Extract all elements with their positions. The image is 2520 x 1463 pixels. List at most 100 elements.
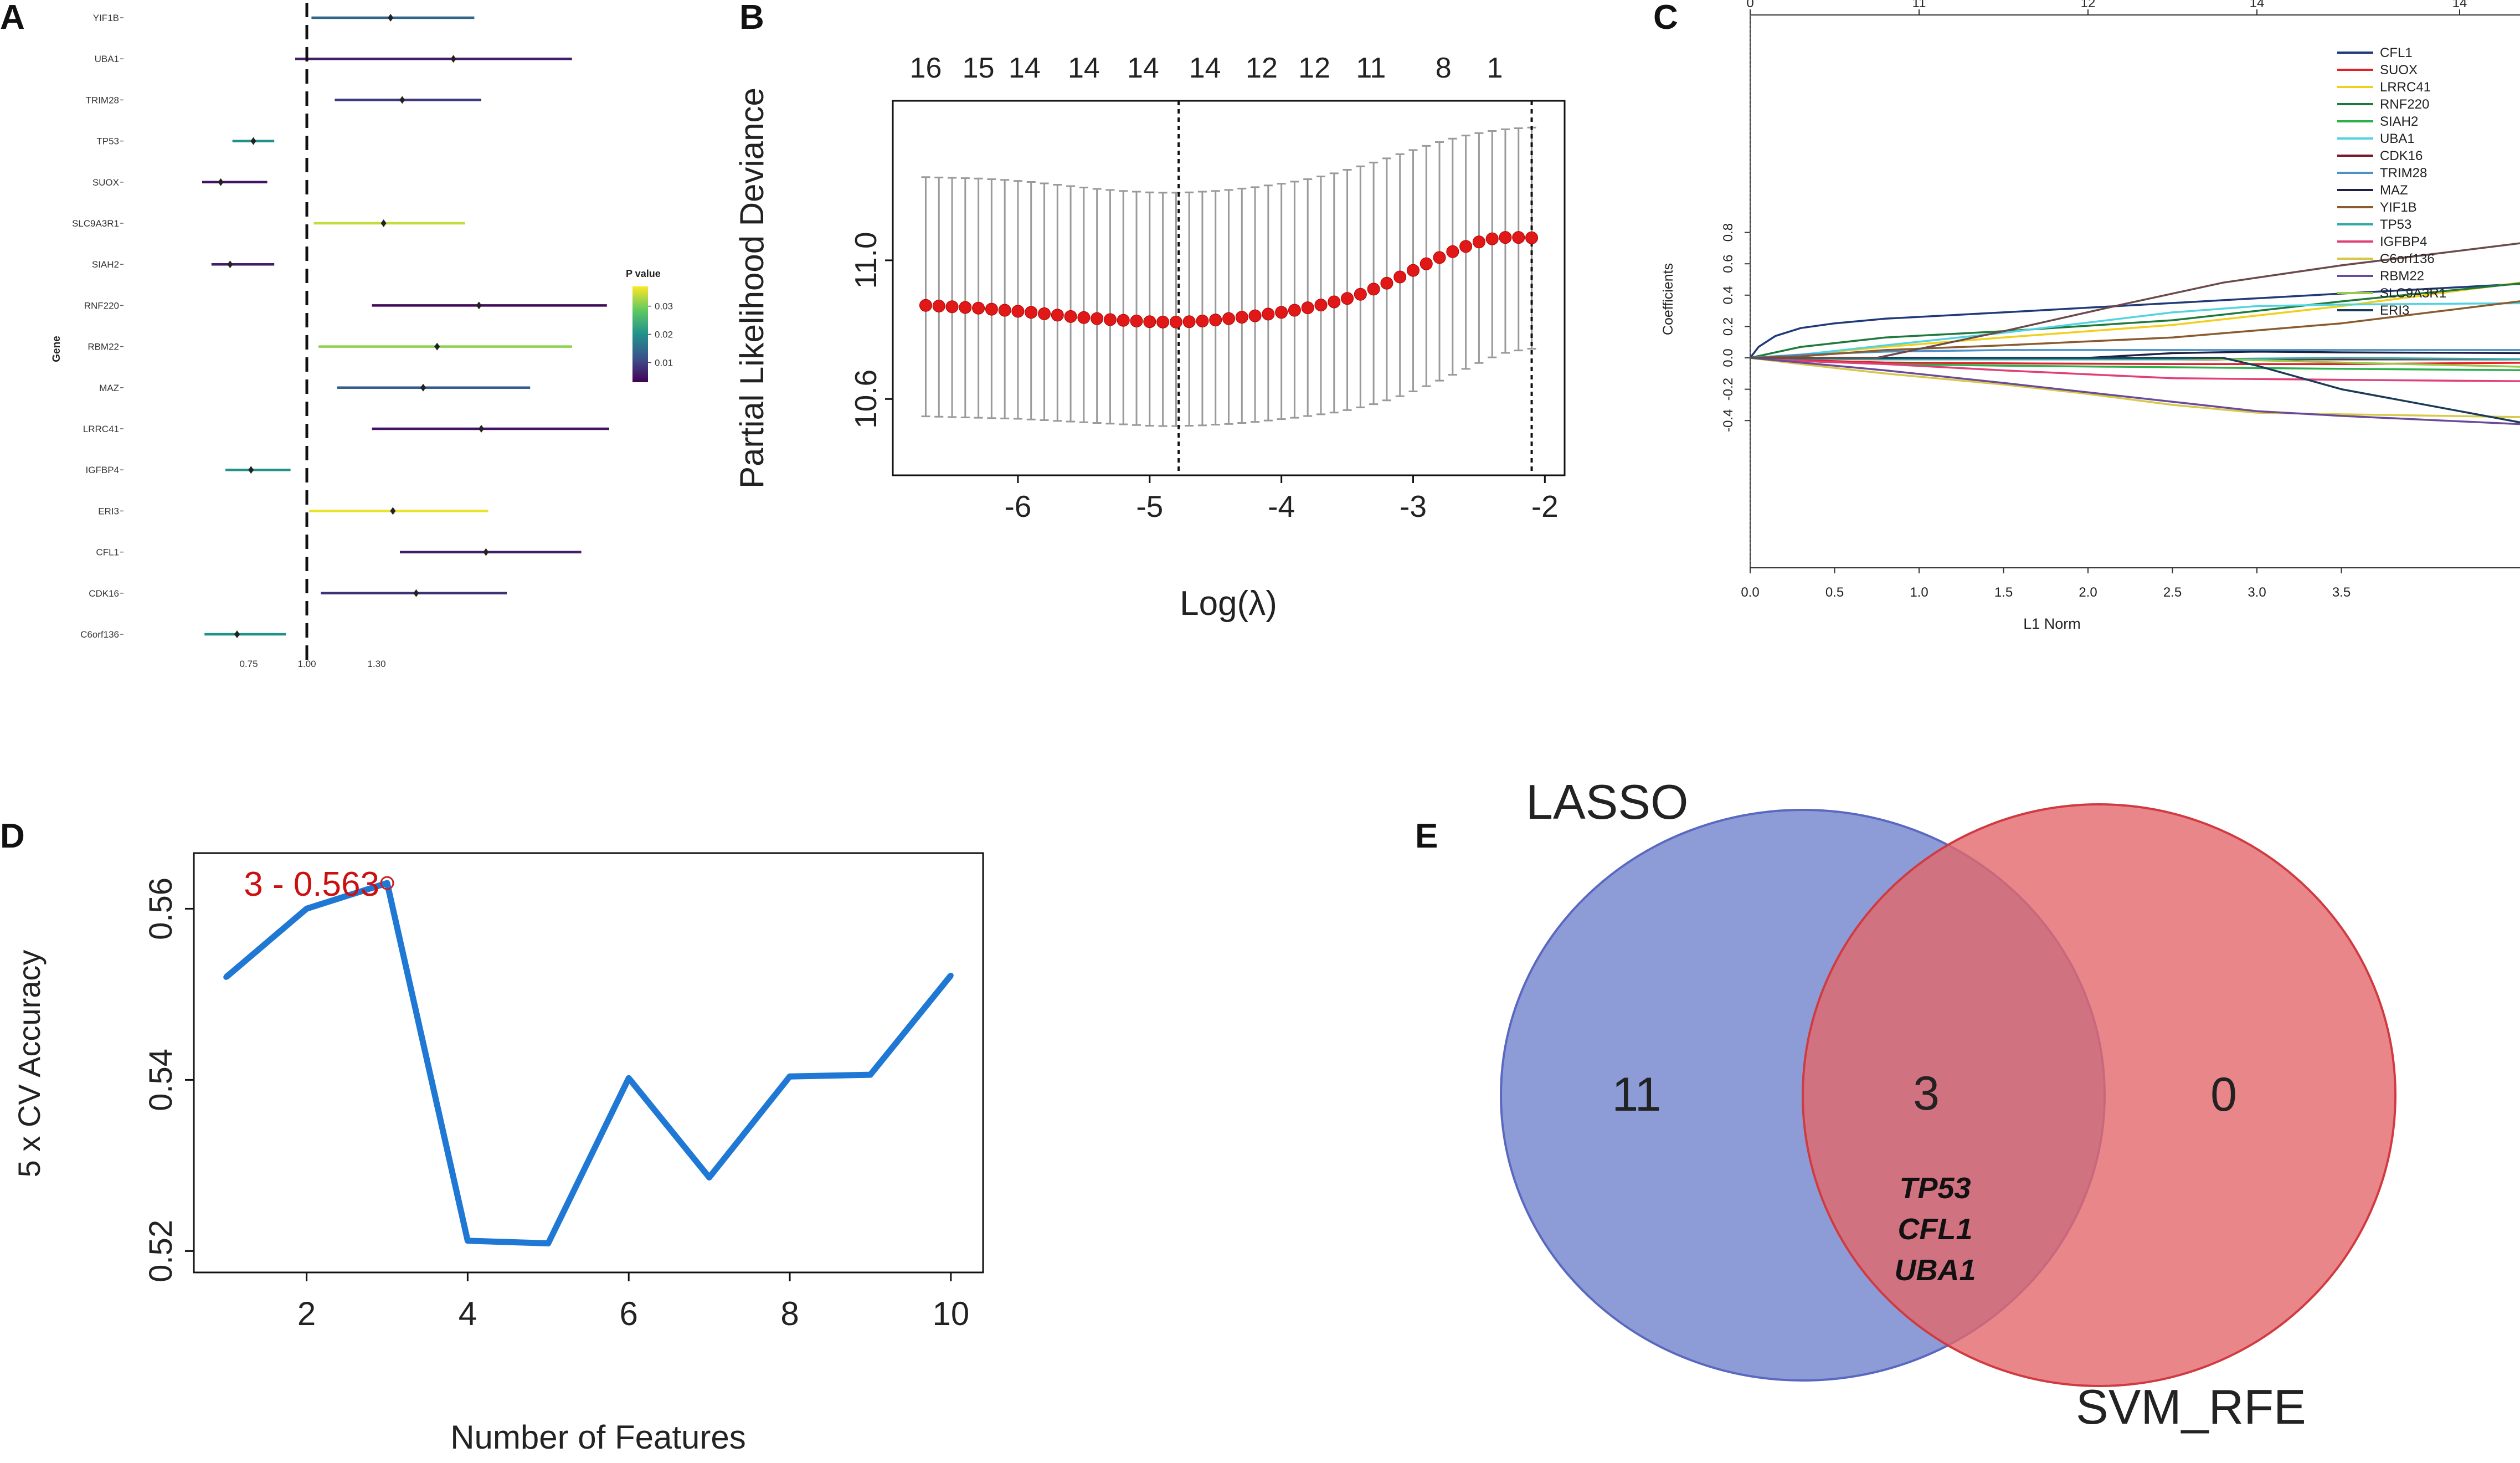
coefficient-legend: CFL1 SUOX LRRC41 RNF220 SIAH2 UBA1 CDK16 TRIM28…	[2337, 45, 2446, 318]
accuracy-point	[706, 1174, 712, 1180]
forest-gene-label: TRIM28	[86, 95, 119, 105]
deviance-point	[1499, 231, 1512, 244]
forest-gene-label: UBA1	[95, 54, 119, 64]
x-tick-label: 4	[459, 1295, 477, 1332]
venn-set-label-lasso: LASSO	[1526, 774, 1688, 829]
deviance-point	[1077, 311, 1091, 324]
legend-tick-label: 0.03	[655, 301, 673, 312]
deviance-point	[1222, 312, 1235, 325]
forest-gene-label: SIAH2	[92, 259, 119, 270]
legend-label: C6orf136	[2380, 251, 2435, 266]
y-tick-label: 0.56	[143, 877, 179, 940]
forest-gene-label: MAZ	[99, 383, 119, 393]
venn-count-lasso-only: 11	[1612, 1068, 1661, 1121]
deviance-point	[1393, 270, 1407, 284]
forest-x-axis: 0.75 1.00 1.30	[239, 3, 386, 669]
deviance-point	[1328, 295, 1341, 309]
deviance-point	[1288, 304, 1301, 317]
forest-estimate-point	[227, 260, 233, 269]
forest-estimate-point	[399, 96, 405, 104]
forest-estimate-point	[483, 548, 489, 556]
x-tick-label: 1.0	[1910, 585, 1928, 600]
forest-estimate-point	[380, 219, 387, 227]
top-tick-label: 12	[2081, 0, 2096, 11]
forest-estimate-point	[390, 507, 396, 515]
forest-gene-label: SLC9A3R1	[72, 218, 119, 229]
forest-gene-label: RBM22	[88, 342, 119, 352]
top-tick-label: 14	[2452, 0, 2467, 11]
y-tick-label: 11.0	[848, 232, 883, 289]
best-point-marker	[380, 876, 394, 890]
deviance-point	[1472, 235, 1485, 249]
legend-label: LRRC41	[2380, 80, 2431, 95]
coefficient-path	[1750, 357, 2520, 425]
lasso-cv-ylabel: Partial Likelihood Deviance	[733, 88, 770, 489]
forest-estimate-point	[476, 301, 482, 310]
deviance-point	[1301, 301, 1314, 315]
deviance-point	[1130, 314, 1143, 327]
deviance-point	[1117, 314, 1130, 327]
lasso-cv-frame	[892, 100, 1566, 476]
coefficient-path	[1750, 357, 2520, 382]
forest-estimate-point	[250, 137, 256, 145]
forest-estimate-point	[413, 589, 419, 597]
forest-estimate-point	[248, 466, 254, 474]
top-tick-label: 14	[1068, 52, 1100, 84]
coef-xlabel: L1 Norm	[2023, 615, 2081, 632]
forest-gene-label: TP53	[96, 136, 119, 147]
accuracy-frame	[193, 852, 984, 1274]
deviance-point	[1156, 315, 1170, 328]
forest-gene-label: LRRC41	[83, 424, 119, 434]
top-tick-label: 16	[910, 52, 942, 84]
x-tick-label: -6	[1004, 489, 1031, 523]
x-tick-label: -3	[1400, 489, 1427, 523]
forest-plot: Gene YIF1B UBA1 TRIM28 TP53 SUOX SLC9A3R1 SIAH…	[51, 3, 673, 669]
deviance-point	[1446, 245, 1459, 258]
x-tick-label: 6	[620, 1295, 638, 1332]
panel-label-d: D	[0, 817, 25, 855]
x-tick-label: -4	[1268, 489, 1295, 523]
deviance-point	[1011, 305, 1025, 318]
y-tick-label: 10.6	[848, 369, 883, 429]
legend-label: MAZ	[2380, 183, 2408, 198]
coef-ylabel: Coefficients	[1660, 263, 1676, 335]
x-tick-label: -2	[1531, 489, 1559, 523]
deviance-point	[1038, 307, 1051, 320]
y-tick-label: 0.54	[143, 1049, 179, 1111]
y-tick-label: 0.8	[1721, 223, 1736, 242]
accuracy-point	[948, 972, 954, 978]
top-tick-label: 15	[963, 52, 995, 84]
accuracy-point	[465, 1238, 471, 1244]
deviance-point	[945, 300, 959, 314]
coefficient-path	[1750, 300, 2520, 359]
forest-gene-label: SUOX	[92, 177, 119, 188]
deviance-point	[1341, 292, 1354, 305]
coefficient-path-plot: 0.0 0.5 1.0 1.5 2.0 2.5 3.0 3.5 -0.4 -0.2 0.0 0.2 0.…	[1660, 0, 2520, 632]
lasso-cv-marks: -6 -5 -4 -3 -2 10.6 11.0 16 15 14 14 14 14 12 12 11 8 1	[848, 52, 1559, 523]
venn-circle-svm-rfe	[1802, 803, 2396, 1387]
deviance-point	[985, 302, 998, 316]
coefficient-path	[1750, 357, 2520, 361]
x-tick-label: 0.5	[1825, 585, 1844, 600]
deviance-point	[1314, 299, 1328, 312]
deviance-point	[1525, 231, 1539, 244]
legend-title: P value	[626, 268, 661, 279]
top-tick-label: 8	[1436, 52, 1452, 84]
forest-estimate-point	[388, 14, 394, 22]
forest-x-tick-label: 1.30	[367, 659, 385, 669]
forest-gene-label: CFL1	[96, 547, 119, 558]
deviance-point	[1275, 306, 1288, 319]
y-tick-label: 0.0	[1721, 348, 1736, 367]
y-tick-label: -0.2	[1721, 378, 1736, 401]
accuracy-point	[867, 1072, 873, 1078]
legend-colorbar	[632, 286, 648, 382]
x-tick-label: 8	[780, 1295, 799, 1332]
accuracy-point	[223, 974, 229, 981]
top-tick-label: 14	[1009, 52, 1041, 84]
deviance-point	[998, 304, 1011, 317]
deviance-point	[1182, 315, 1196, 328]
forest-gene-label: IGFBP4	[86, 465, 119, 475]
deviance-point	[919, 299, 932, 312]
accuracy-xlabel: Number of Features	[450, 1419, 746, 1456]
top-tick-label: 12	[1246, 52, 1278, 84]
